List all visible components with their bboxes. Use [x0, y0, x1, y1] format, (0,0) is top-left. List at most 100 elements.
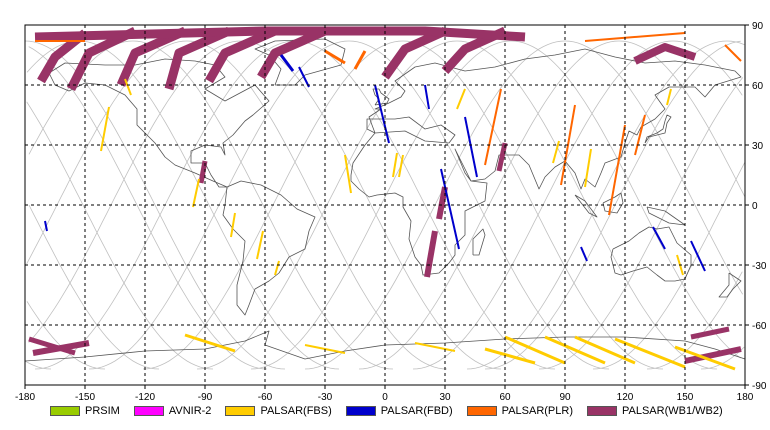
- x-tick-label: -180: [15, 392, 35, 403]
- swath-3: [164, 26, 231, 91]
- coastline-antarctica: [24, 330, 746, 362]
- swath-47: [580, 246, 588, 262]
- swath-50: [652, 226, 666, 250]
- swath-42: [279, 54, 295, 72]
- swath-8: [34, 26, 526, 42]
- swath-34: [484, 347, 536, 365]
- swath-22: [274, 260, 280, 276]
- orbit-track-9-0: [24, 40, 741, 370]
- swath-35: [504, 335, 566, 365]
- x-tick-label: -120: [135, 392, 155, 403]
- swath-48: [690, 240, 706, 272]
- swath-11: [436, 186, 448, 220]
- swath-58: [634, 114, 646, 156]
- orbit-track-4-0: [240, 40, 502, 370]
- orbit-track-3-1: [26, 40, 743, 370]
- orbit-track-11-0: [28, 40, 746, 370]
- legend-label: PALSAR(PLR): [501, 405, 573, 417]
- x-tick-label: 180: [737, 392, 754, 403]
- x-tick-label: 90: [559, 392, 571, 403]
- coastline-japan: [644, 114, 672, 144]
- swath-15: [32, 340, 90, 356]
- swath-41: [298, 66, 310, 88]
- orbit-track-5-0: [294, 40, 556, 370]
- legend-swatch: [587, 406, 617, 416]
- legend-item: PALSAR(FBD): [345, 405, 453, 417]
- y-tick-label: -90: [752, 381, 767, 392]
- swath-27: [552, 140, 560, 164]
- y-tick-label: 60: [752, 81, 764, 92]
- swath-17: [684, 346, 742, 364]
- observation-swaths: [28, 26, 742, 371]
- coastline-uk: [372, 88, 390, 106]
- y-tick-label: 90: [752, 21, 764, 32]
- coastline-new-zealand: [718, 272, 742, 298]
- swath-31: [184, 333, 236, 353]
- legend-item: AVNIR-2: [133, 405, 212, 417]
- legend-swatch: [50, 406, 80, 416]
- coastline-africa-eurasia: [350, 48, 742, 276]
- x-tick-label: 120: [617, 392, 634, 403]
- swath-14: [28, 336, 76, 356]
- swath-19: [192, 178, 200, 208]
- axis-tick-labels: -180 -150 -120 -90 -60 -30 0 30 60 90 120 150 180 90 6…: [15, 21, 767, 403]
- coastline-australia: [610, 226, 692, 282]
- legend-label: AVNIR-2: [168, 405, 212, 417]
- orbit-track-13-0: [28, 40, 745, 370]
- legend-item: PALSAR(FBS): [225, 405, 332, 417]
- swath-24: [392, 152, 398, 178]
- swath-44: [424, 84, 430, 110]
- legend-label: PALSAR(FBS): [260, 405, 332, 417]
- legend-swatch: [345, 406, 376, 416]
- swath-2: [116, 26, 187, 87]
- legend-item: PRSIM: [50, 405, 120, 417]
- swath-57: [608, 124, 626, 216]
- y-tick-label: 0: [752, 201, 758, 212]
- coastline-madagascar: [472, 228, 486, 256]
- swath-49: [44, 220, 48, 232]
- x-tick-label: -30: [318, 392, 333, 403]
- swath-26: [456, 88, 466, 110]
- swath-54: [584, 32, 686, 42]
- swath-38: [614, 337, 686, 369]
- swath-21: [256, 230, 264, 260]
- swath-12: [424, 230, 438, 278]
- orbit-track-12-0: [26, 40, 743, 370]
- coastline-new-guinea: [646, 206, 686, 226]
- orbit-track-8-0: [456, 40, 718, 370]
- legend-swatch: [466, 406, 497, 416]
- swath-59: [724, 44, 742, 62]
- swath-10: [198, 160, 208, 184]
- orbit-track-1-0: [78, 40, 340, 370]
- legend-swatch: [133, 406, 164, 416]
- swath-20: [230, 212, 236, 238]
- legend-label: PALSAR(WB1/WB2): [622, 405, 723, 417]
- swath-43: [374, 84, 390, 144]
- swath-23: [344, 154, 352, 194]
- swath-46: [440, 168, 460, 250]
- x-tick-label: 0: [382, 392, 388, 403]
- swath-40: [124, 78, 132, 96]
- x-tick-label: 150: [677, 392, 694, 403]
- lat-lon-grid: [25, 25, 745, 385]
- legend-item: PALSAR(PLR): [466, 405, 573, 417]
- swath-5: [257, 26, 327, 80]
- legend-label: PALSAR(FBD): [380, 405, 453, 417]
- swath-16: [690, 326, 730, 340]
- x-tick-label: -150: [75, 392, 95, 403]
- swath-45: [464, 116, 478, 178]
- sensor-legend: PRSIM AVNIR-2 PALSAR(FBS) PALSAR(FBD) PALSAR…: [50, 402, 737, 420]
- x-tick-label: -90: [198, 392, 213, 403]
- swath-6: [381, 26, 447, 80]
- coastline-borneo: [602, 192, 624, 214]
- swath-51: [324, 49, 346, 65]
- y-tick-label: 30: [752, 141, 764, 152]
- swath-29: [666, 88, 672, 106]
- coastline-borneo-sumatra: [574, 194, 598, 218]
- swath-55: [484, 88, 502, 166]
- swath-52: [353, 50, 367, 70]
- x-tick-label: 30: [439, 392, 451, 403]
- x-tick-label: 60: [499, 392, 511, 403]
- legend-label: PRSIM: [85, 405, 120, 417]
